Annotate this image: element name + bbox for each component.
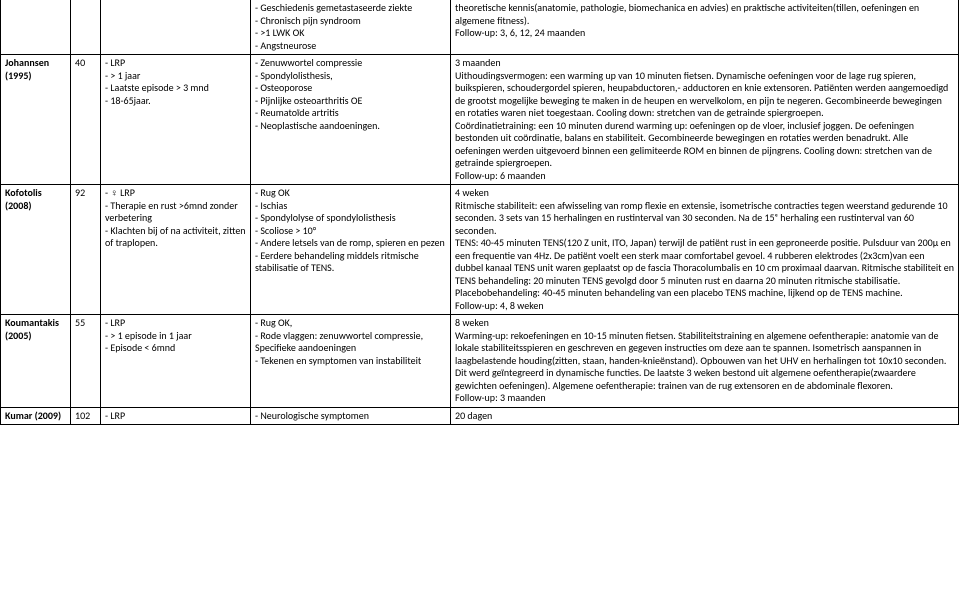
table-row: Kofotolis(2008)92- ♀ LRP- Therapie en ru…	[1, 185, 959, 315]
table-row: Johannsen(1995)40- LRP- > 1 jaar- Laatst…	[1, 55, 959, 185]
author-name: Koumantakis	[5, 316, 59, 329]
n-cell: 102	[71, 407, 101, 425]
author-name: Kumar (2009)	[5, 409, 61, 422]
exclusion-cell: - Zenuwwortel compressie- Spondylolisthe…	[251, 55, 451, 185]
author-cell: Kumar (2009)	[1, 407, 71, 425]
exclusion-cell: - Neurologische symptomen	[251, 407, 451, 425]
author-year: (2008)	[5, 199, 32, 212]
criteria-cell: - ♀ LRP- Therapie en rust >6mnd zonder v…	[101, 185, 251, 315]
intervention-cell: theoretische kennis(anatomie, pathologie…	[451, 0, 959, 55]
data-table: - Geschiedenis gemetastaseerde ziekte- C…	[0, 0, 959, 425]
intervention-cell: 4 wekenRitmische stabiliteit: een afwiss…	[451, 185, 959, 315]
n-cell: 92	[71, 185, 101, 315]
author-cell: Kofotolis(2008)	[1, 185, 71, 315]
criteria-cell: - LRP- > 1 jaar- Laatste episode > 3 mnd…	[101, 55, 251, 185]
criteria-cell: - LRP- > 1 episode in 1 jaar- Episode < …	[101, 315, 251, 408]
table-row: - Geschiedenis gemetastaseerde ziekte- C…	[1, 0, 959, 55]
author-name: Kofotolis	[5, 186, 42, 199]
criteria-cell	[101, 0, 251, 55]
author-cell	[1, 0, 71, 55]
author-year: (2005)	[5, 329, 32, 342]
n-cell: 40	[71, 55, 101, 185]
criteria-cell: - LRP	[101, 407, 251, 425]
intervention-cell: 20 dagen	[451, 407, 959, 425]
intervention-cell: 3 maandenUithoudingsvermogen: een warmin…	[451, 55, 959, 185]
n-cell: 55	[71, 315, 101, 408]
author-year: (1995)	[5, 69, 32, 82]
n-cell	[71, 0, 101, 55]
author-cell: Koumantakis(2005)	[1, 315, 71, 408]
author-name: Johannsen	[5, 56, 49, 69]
table-row: Kumar (2009) 102- LRP- Neurologische symp…	[1, 407, 959, 425]
exclusion-cell: - Rug OK- Ischias- Spondylolyse of spond…	[251, 185, 451, 315]
exclusion-cell: - Rug OK,- Rode vlaggen: zenuwwortel com…	[251, 315, 451, 408]
table-row: Koumantakis(2005)55- LRP- > 1 episode in…	[1, 315, 959, 408]
intervention-cell: 8 wekenWarming-up: rekoefeningen en 10-1…	[451, 315, 959, 408]
author-cell: Johannsen(1995)	[1, 55, 71, 185]
exclusion-cell: - Geschiedenis gemetastaseerde ziekte- C…	[251, 0, 451, 55]
